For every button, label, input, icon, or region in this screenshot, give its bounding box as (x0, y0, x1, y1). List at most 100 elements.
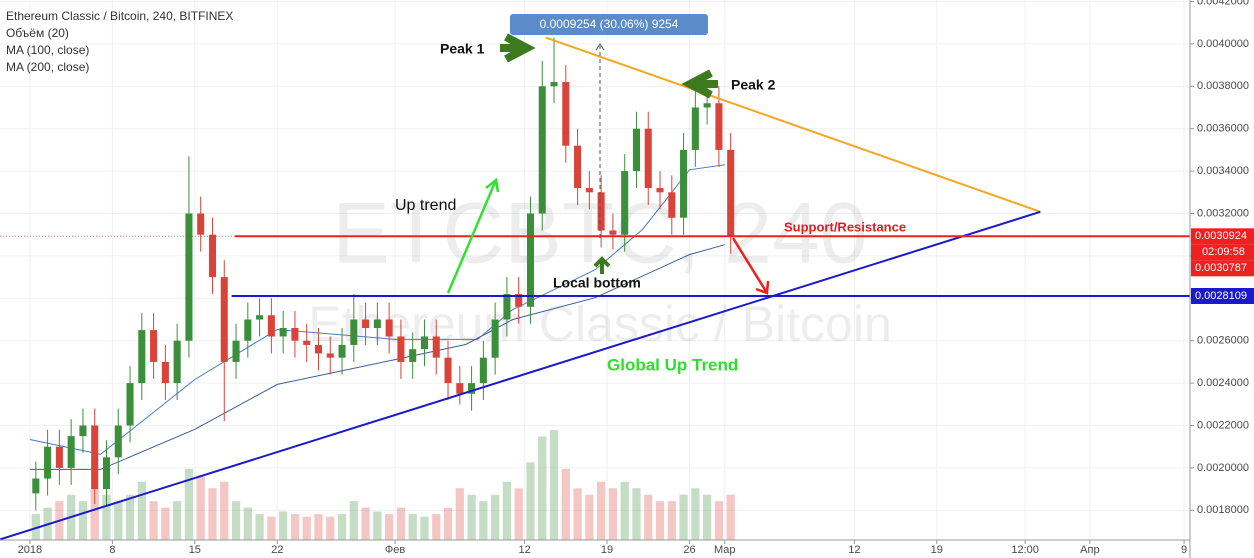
up-trend-arrow (446, 177, 500, 294)
candle-body (715, 103, 723, 150)
candle-body (303, 340, 311, 345)
volume-bar (279, 511, 288, 540)
candle-body (468, 383, 476, 394)
x-tick-label: 15 (189, 544, 201, 556)
volume-bar (632, 488, 641, 540)
volume-bar (644, 494, 653, 540)
volume-bar (573, 488, 582, 540)
candle-body (491, 319, 499, 358)
candle-body (644, 128, 652, 189)
candle-body (244, 319, 252, 341)
candle-body (291, 327, 299, 341)
volume-bar (526, 462, 535, 540)
volume-bar (125, 494, 135, 540)
level-label-box (1191, 228, 1254, 245)
volume-bar (220, 481, 229, 540)
candle-body (503, 294, 511, 320)
candle-body (444, 357, 452, 384)
countdown: 02:09:58 (1202, 246, 1245, 258)
volume-bar (196, 475, 205, 540)
volume-bar (173, 501, 182, 540)
candle-body (114, 425, 122, 458)
volume-bar (620, 481, 629, 540)
peak1-arrow (500, 33, 536, 63)
x-tick-label: Мар (714, 544, 736, 556)
volume-bar (667, 501, 676, 540)
candle-body (574, 145, 582, 189)
volume-bar (267, 516, 276, 540)
x-tick-label: 22 (271, 544, 283, 556)
candle-body (185, 213, 193, 341)
candle-body (385, 319, 393, 337)
candle-body (91, 425, 99, 490)
candle-body (585, 188, 593, 193)
volume-bar (679, 494, 688, 540)
global-trend-label: Global Up Trend (607, 355, 738, 374)
volume-bar (467, 494, 476, 540)
x-tick-label: 9 (1181, 544, 1187, 556)
y-tick-label: 0.0026000 (1197, 335, 1249, 347)
candle-body (550, 82, 558, 87)
candle-body (456, 383, 464, 394)
x-tick-label: 19 (601, 544, 613, 556)
time-axis-panel (0, 540, 1190, 558)
candle-body (526, 213, 535, 307)
down-arrow (731, 237, 770, 295)
volume-bar (538, 436, 547, 540)
indicator: MA (200, close) (6, 60, 89, 74)
watermark-description: Ethereum Classic / Bitcoin (308, 296, 892, 352)
x-tick-label: Фев (385, 544, 405, 556)
candle-body (338, 344, 346, 358)
candle-body (102, 457, 111, 490)
candle-body (173, 340, 181, 384)
y-tick-label: 0.0024000 (1197, 377, 1249, 389)
volume-bar (443, 507, 453, 540)
candle-body (668, 192, 676, 218)
candle-body (656, 188, 664, 193)
candle-body (67, 436, 75, 468)
volume-bar (608, 488, 618, 540)
moving-average (29, 164, 725, 455)
volume-bar (78, 501, 88, 540)
last-price-box (1191, 260, 1254, 277)
volume-bar (396, 507, 406, 540)
countdown-box (1191, 244, 1254, 261)
candle-body (538, 86, 546, 214)
candle-body (420, 336, 429, 350)
x-tick-label: Апр (1080, 544, 1099, 556)
candle-body (727, 149, 735, 237)
volume-bar (137, 481, 146, 540)
candle-body (350, 319, 358, 345)
candle-body (220, 277, 228, 362)
x-tick-label: 12 (518, 544, 530, 556)
x-tick-label: 12:00 (1011, 544, 1039, 556)
volume-bar (243, 507, 252, 540)
x-tick-label: 2018 (18, 544, 42, 556)
candle-body (79, 425, 87, 437)
support-label: Support/Resistance (784, 219, 906, 234)
candle-body (432, 336, 440, 358)
last-price-label: 0.0030787 (1195, 262, 1247, 274)
candle-body (161, 361, 169, 384)
volume-bar (255, 514, 264, 540)
candle-body (138, 330, 146, 384)
legend: Ethereum Classic / Bitcoin, 240, BITFINE… (6, 9, 233, 74)
volume-bar (208, 488, 217, 540)
y-tick-label: 0.0034000 (1197, 165, 1249, 177)
volume-bar (373, 511, 382, 540)
plot (0, 36, 1190, 541)
up-trend-label: Up trend (395, 197, 456, 214)
trend-line (545, 36, 1041, 213)
volume-bar (349, 501, 358, 540)
y-tick-label: 0.0042000 (1197, 0, 1249, 7)
volume-bar (691, 488, 700, 540)
volume-bar (549, 430, 559, 540)
volume-bar (514, 488, 523, 540)
moving-average (29, 244, 725, 470)
volume-bar (114, 501, 123, 540)
volume-bar (585, 494, 594, 540)
candle-body (409, 349, 417, 362)
candle-body (680, 149, 688, 218)
level-label: 0.0028109 (1195, 290, 1247, 302)
